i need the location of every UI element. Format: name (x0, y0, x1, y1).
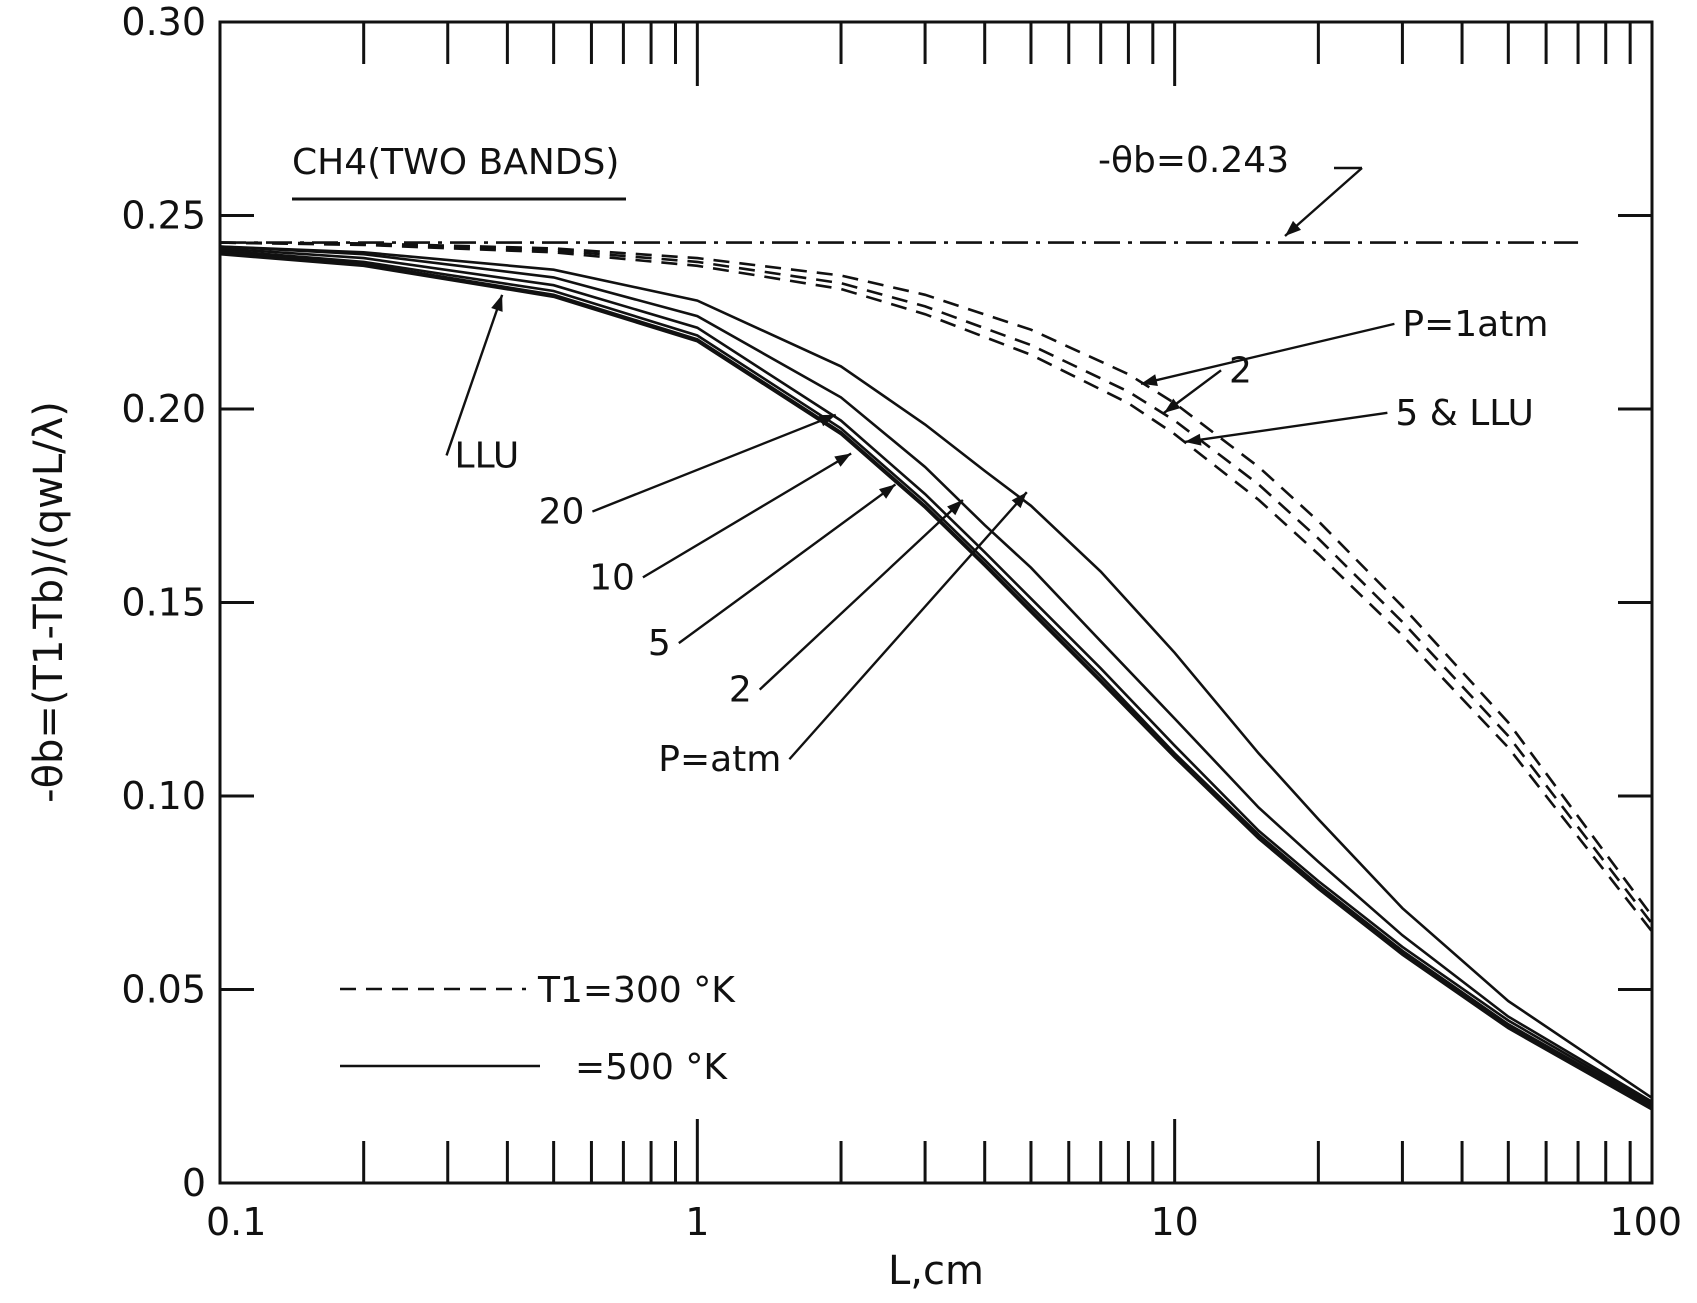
annotation-leader (1140, 322, 1395, 386)
annotation-label: 10 (589, 557, 635, 598)
plot-frame (218, 20, 1654, 1185)
annotation-label: 2 (729, 670, 752, 711)
x-tick-label: 1 (685, 1200, 709, 1244)
annotation-arrowhead (947, 499, 963, 516)
series-line-300K (219, 241, 1654, 933)
tick-labels: 0.1 1 10 100 0 0.05 0.10 0.15 0.20 0.25 0.30 (121, 0, 1682, 1244)
series-line-500K (219, 245, 1653, 1099)
y-axis-title: -θb=(T1-Tb)/(qwL/λ) (26, 401, 72, 803)
annotation-leader (758, 499, 964, 691)
annotation-leader (788, 491, 1028, 761)
series-curves (219, 241, 1654, 1111)
annotation-label: 5 (648, 623, 671, 664)
annotation-arrowhead (491, 294, 503, 312)
limit-line-label: -θb=0.243 (1098, 140, 1289, 181)
annotation-leader (445, 294, 504, 456)
x-tick-label: 0.1 (206, 1200, 266, 1244)
y-tick-label: 0.20 (121, 387, 206, 431)
y-tick-label: 0.05 (121, 968, 206, 1012)
y-tick-label: 0.30 (121, 0, 206, 44)
y-tick-label: 0.25 (121, 194, 206, 238)
annotation-arrowhead (1164, 398, 1181, 413)
annotation-arrowhead (1184, 433, 1202, 446)
limit-line-arrowhead (1285, 220, 1301, 236)
annotation-arrowhead (818, 414, 836, 427)
limit-line-leader (1284, 167, 1363, 237)
annotation-leader (642, 452, 852, 579)
series-line-500K (219, 245, 1653, 1103)
annotation-label: LLU (455, 435, 520, 476)
chart-title: CH4(TWO BANDS) (292, 142, 619, 183)
annotation-label: 5 & LLU (1395, 393, 1534, 434)
annotation-arrowhead (879, 484, 896, 499)
chart-extras: -θb=0.243 CH4(TWO BANDS) T1=300 °K =500 °K (220, 140, 1579, 1088)
annotation-label: P=1atm (1402, 304, 1548, 345)
annotation-label: 2 (1229, 350, 1252, 391)
annotation-arrowhead (834, 453, 852, 467)
annotation-arrowhead (1011, 492, 1027, 509)
tick-marks (220, 22, 1652, 1183)
x-tick-label: 10 (1150, 1200, 1198, 1244)
series-line-300K (219, 241, 1654, 917)
legend-dashed-label: T1=300 °K (537, 970, 736, 1011)
series-line-500K (219, 251, 1653, 1109)
legend-solid-label: =500 °K (575, 1047, 728, 1088)
series-line-500K (219, 252, 1653, 1111)
x-axis-title: L,cm (888, 1248, 984, 1294)
y-tick-label: 0.10 (121, 774, 206, 818)
annotation-arrowhead (1141, 374, 1158, 386)
y-tick-label: 0 (182, 1161, 206, 1205)
annotation-label: P=atm (658, 739, 781, 780)
x-tick-label: 100 (1609, 1200, 1682, 1244)
y-tick-label: 0.15 (121, 581, 206, 625)
annotation-label: 20 (539, 492, 585, 533)
annotation-leader (678, 483, 897, 645)
series-line-500K (219, 247, 1653, 1105)
annotation-leader (591, 413, 837, 513)
annotation-leader (1184, 411, 1388, 444)
series-line-500K (219, 249, 1653, 1107)
